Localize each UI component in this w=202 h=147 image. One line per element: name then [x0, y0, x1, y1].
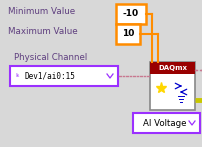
Bar [132, 113, 199, 133]
Text: 10: 10 [121, 30, 134, 39]
Text: I₆: I₆ [15, 74, 19, 78]
Text: Dev1/ai0:15: Dev1/ai0:15 [25, 71, 76, 81]
Bar [149, 62, 194, 74]
Bar [115, 4, 145, 24]
Text: Maximum Value: Maximum Value [8, 27, 77, 36]
Text: Minimum Value: Minimum Value [8, 7, 75, 16]
Bar [149, 62, 194, 110]
Bar [115, 24, 139, 44]
Bar [10, 66, 117, 86]
Text: -10: -10 [122, 10, 138, 19]
Text: Physical Channel: Physical Channel [14, 54, 87, 62]
Text: AI Voltage: AI Voltage [142, 118, 186, 127]
Text: DAQmx: DAQmx [157, 65, 186, 71]
